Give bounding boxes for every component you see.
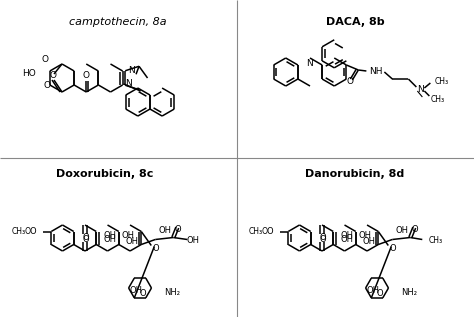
Text: O: O xyxy=(82,232,89,242)
Text: O: O xyxy=(319,235,326,243)
Text: OH: OH xyxy=(126,236,138,245)
Text: OH: OH xyxy=(130,286,143,294)
Text: O: O xyxy=(30,227,36,236)
Text: CH₃: CH₃ xyxy=(430,94,445,103)
Text: O: O xyxy=(412,225,419,234)
Text: CH₃: CH₃ xyxy=(428,236,442,245)
Text: O: O xyxy=(82,235,89,243)
Text: N: N xyxy=(126,80,132,88)
Text: Doxorubicin, 8c: Doxorubicin, 8c xyxy=(56,169,154,179)
Text: OH: OH xyxy=(363,236,375,245)
Text: CH₃O: CH₃O xyxy=(248,227,268,236)
Text: OH: OH xyxy=(158,226,171,235)
Text: OH: OH xyxy=(367,286,380,294)
Text: O: O xyxy=(347,77,354,87)
Text: O: O xyxy=(377,289,383,298)
Text: OH: OH xyxy=(187,236,200,245)
Text: OH: OH xyxy=(395,226,408,235)
Text: camptothecin, 8a: camptothecin, 8a xyxy=(69,17,167,27)
Text: OH: OH xyxy=(358,231,372,241)
Text: NH: NH xyxy=(370,67,383,75)
Text: NH₂: NH₂ xyxy=(164,288,180,297)
Text: CH₃: CH₃ xyxy=(434,76,448,86)
Text: OH: OH xyxy=(340,231,353,241)
Text: NH₂: NH₂ xyxy=(401,288,417,297)
Text: N: N xyxy=(307,59,313,68)
Text: OH: OH xyxy=(340,236,353,244)
Text: OH: OH xyxy=(121,231,135,241)
Text: Danorubicin, 8d: Danorubicin, 8d xyxy=(305,169,405,179)
Text: HO: HO xyxy=(22,68,36,77)
Text: O: O xyxy=(49,72,56,81)
Text: N: N xyxy=(128,66,135,75)
Text: O: O xyxy=(41,55,48,63)
Text: DACA, 8b: DACA, 8b xyxy=(326,17,384,27)
Text: O: O xyxy=(175,225,182,234)
Text: O: O xyxy=(44,81,50,89)
Text: OH: OH xyxy=(103,231,116,241)
Text: O: O xyxy=(83,70,90,80)
Text: O: O xyxy=(267,227,273,236)
Text: CH₃O: CH₃O xyxy=(11,227,31,236)
Text: O: O xyxy=(140,289,146,298)
Text: OH: OH xyxy=(103,236,116,244)
Text: O: O xyxy=(153,244,160,253)
Text: O: O xyxy=(319,232,326,242)
Text: N: N xyxy=(417,85,424,94)
Text: O: O xyxy=(390,244,397,253)
